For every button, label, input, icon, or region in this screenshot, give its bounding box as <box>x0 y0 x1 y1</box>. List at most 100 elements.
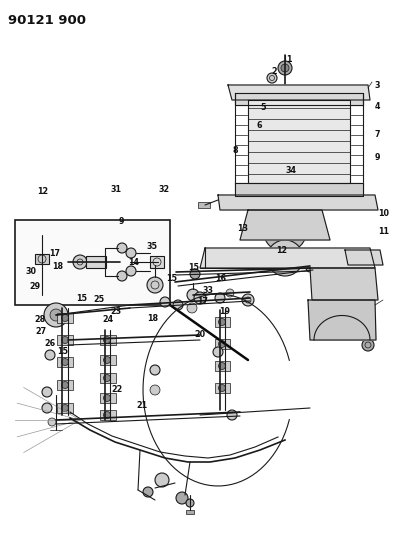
Text: 21: 21 <box>137 401 148 409</box>
Circle shape <box>42 387 52 397</box>
Text: 31: 31 <box>110 185 121 193</box>
Bar <box>15 220 170 305</box>
Bar <box>100 373 116 383</box>
Circle shape <box>44 303 68 327</box>
Polygon shape <box>310 268 378 300</box>
Circle shape <box>61 405 68 411</box>
Circle shape <box>126 266 136 276</box>
Text: 15: 15 <box>76 294 87 303</box>
Text: 26: 26 <box>44 340 55 348</box>
Bar <box>57 357 73 367</box>
Text: 18: 18 <box>53 262 64 271</box>
Text: 35: 35 <box>147 242 158 251</box>
Bar <box>100 355 116 365</box>
Circle shape <box>103 357 110 364</box>
Circle shape <box>187 289 199 301</box>
Text: 13: 13 <box>237 224 248 232</box>
Text: 19: 19 <box>219 308 230 316</box>
Circle shape <box>150 365 160 375</box>
Circle shape <box>50 309 62 321</box>
Circle shape <box>117 243 127 253</box>
Circle shape <box>267 73 277 83</box>
Circle shape <box>173 300 183 310</box>
Circle shape <box>219 384 226 392</box>
Bar <box>35 254 49 264</box>
Circle shape <box>176 492 188 504</box>
Circle shape <box>155 473 169 487</box>
Polygon shape <box>200 248 375 268</box>
Text: 17: 17 <box>50 249 61 258</box>
Circle shape <box>61 314 68 321</box>
Text: 12: 12 <box>37 188 48 196</box>
Bar <box>215 317 230 327</box>
Text: 23: 23 <box>111 308 122 316</box>
Text: 29: 29 <box>30 282 41 291</box>
Text: 34: 34 <box>285 166 296 175</box>
Text: 16: 16 <box>215 274 226 282</box>
Text: 24: 24 <box>103 316 114 324</box>
Text: 11: 11 <box>378 228 389 236</box>
Bar <box>100 393 116 403</box>
Circle shape <box>42 403 52 413</box>
Circle shape <box>73 255 87 269</box>
Circle shape <box>362 339 374 351</box>
Circle shape <box>226 289 234 297</box>
Circle shape <box>215 293 225 303</box>
Text: 32: 32 <box>159 185 170 193</box>
Bar <box>57 335 73 345</box>
Circle shape <box>263 208 307 252</box>
Polygon shape <box>235 93 363 105</box>
Circle shape <box>61 382 68 389</box>
Circle shape <box>190 269 200 279</box>
Bar <box>100 410 116 420</box>
Text: 6: 6 <box>257 121 262 130</box>
Circle shape <box>61 359 68 366</box>
Text: 18: 18 <box>147 314 158 323</box>
Circle shape <box>187 303 197 313</box>
Circle shape <box>267 240 303 276</box>
Text: 15: 15 <box>188 263 199 272</box>
Text: 1: 1 <box>286 55 292 64</box>
Circle shape <box>126 248 136 258</box>
Text: 4: 4 <box>375 102 380 111</box>
Circle shape <box>242 294 254 306</box>
Text: 17: 17 <box>197 297 208 305</box>
Text: 30: 30 <box>25 268 36 276</box>
Bar <box>215 339 230 349</box>
Polygon shape <box>240 210 330 240</box>
Circle shape <box>143 487 153 497</box>
Bar <box>215 361 230 371</box>
Circle shape <box>186 499 194 507</box>
Text: 20: 20 <box>195 330 206 339</box>
Circle shape <box>277 194 293 210</box>
Circle shape <box>213 347 223 357</box>
Circle shape <box>219 362 226 369</box>
Circle shape <box>147 277 163 293</box>
Text: 28: 28 <box>35 316 46 324</box>
Bar <box>57 313 73 323</box>
Text: 9: 9 <box>119 217 125 225</box>
Polygon shape <box>218 195 378 210</box>
Text: 33: 33 <box>202 286 213 295</box>
Circle shape <box>219 341 226 348</box>
Polygon shape <box>308 300 376 340</box>
Text: 12: 12 <box>277 246 288 255</box>
Polygon shape <box>248 100 350 183</box>
Bar <box>186 510 194 514</box>
Text: 9: 9 <box>375 153 380 161</box>
Circle shape <box>278 61 292 75</box>
Polygon shape <box>235 183 363 196</box>
Text: 5: 5 <box>261 103 266 112</box>
Circle shape <box>281 64 289 72</box>
Bar <box>57 403 73 413</box>
Circle shape <box>48 418 56 426</box>
Text: 14: 14 <box>128 258 139 266</box>
Text: 27: 27 <box>35 327 46 336</box>
Circle shape <box>227 410 237 420</box>
Text: 15: 15 <box>167 274 178 282</box>
Polygon shape <box>345 250 383 265</box>
Circle shape <box>103 375 110 382</box>
Circle shape <box>103 394 110 401</box>
Polygon shape <box>228 85 370 100</box>
Circle shape <box>160 297 170 307</box>
